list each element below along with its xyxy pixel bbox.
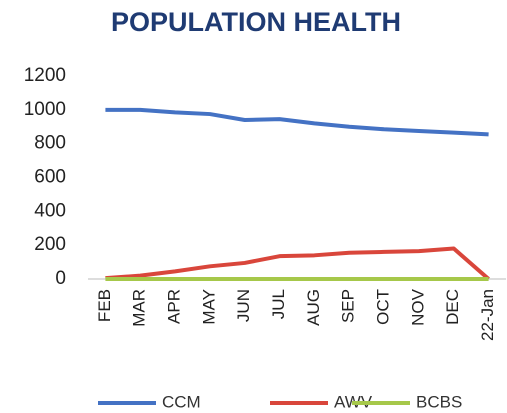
x-tick-label: DEC bbox=[443, 289, 462, 325]
x-tick-label: AUG bbox=[304, 289, 323, 326]
x-tick-label: SEP bbox=[339, 289, 358, 323]
x-tick-label: 22-Jan bbox=[478, 289, 497, 341]
x-tick-label: APR bbox=[165, 289, 184, 324]
y-tick-label: 0 bbox=[55, 268, 66, 289]
x-tick-label: JUL bbox=[269, 289, 288, 319]
y-tick-label: 600 bbox=[34, 167, 66, 188]
x-tick-label: JUN bbox=[234, 289, 253, 322]
x-tick-label: OCT bbox=[374, 289, 393, 325]
x-tick-label: FEB bbox=[95, 289, 114, 322]
chart-title: POPULATION HEALTH bbox=[111, 7, 401, 37]
y-tick-label: 800 bbox=[34, 133, 66, 154]
x-tick-label: MAY bbox=[199, 289, 218, 325]
y-tick-label: 400 bbox=[34, 200, 66, 221]
y-tick-label: 1000 bbox=[24, 99, 66, 120]
series-line bbox=[105, 246, 490, 281]
legend-label: BCBS bbox=[416, 392, 462, 411]
series-line bbox=[105, 107, 489, 137]
legend-label: CCM bbox=[162, 392, 201, 411]
x-tick-label: NOV bbox=[408, 288, 427, 326]
x-tick-label: MAR bbox=[130, 289, 149, 327]
y-tick-label: 1200 bbox=[24, 65, 66, 86]
y-tick-label: 200 bbox=[34, 234, 66, 255]
